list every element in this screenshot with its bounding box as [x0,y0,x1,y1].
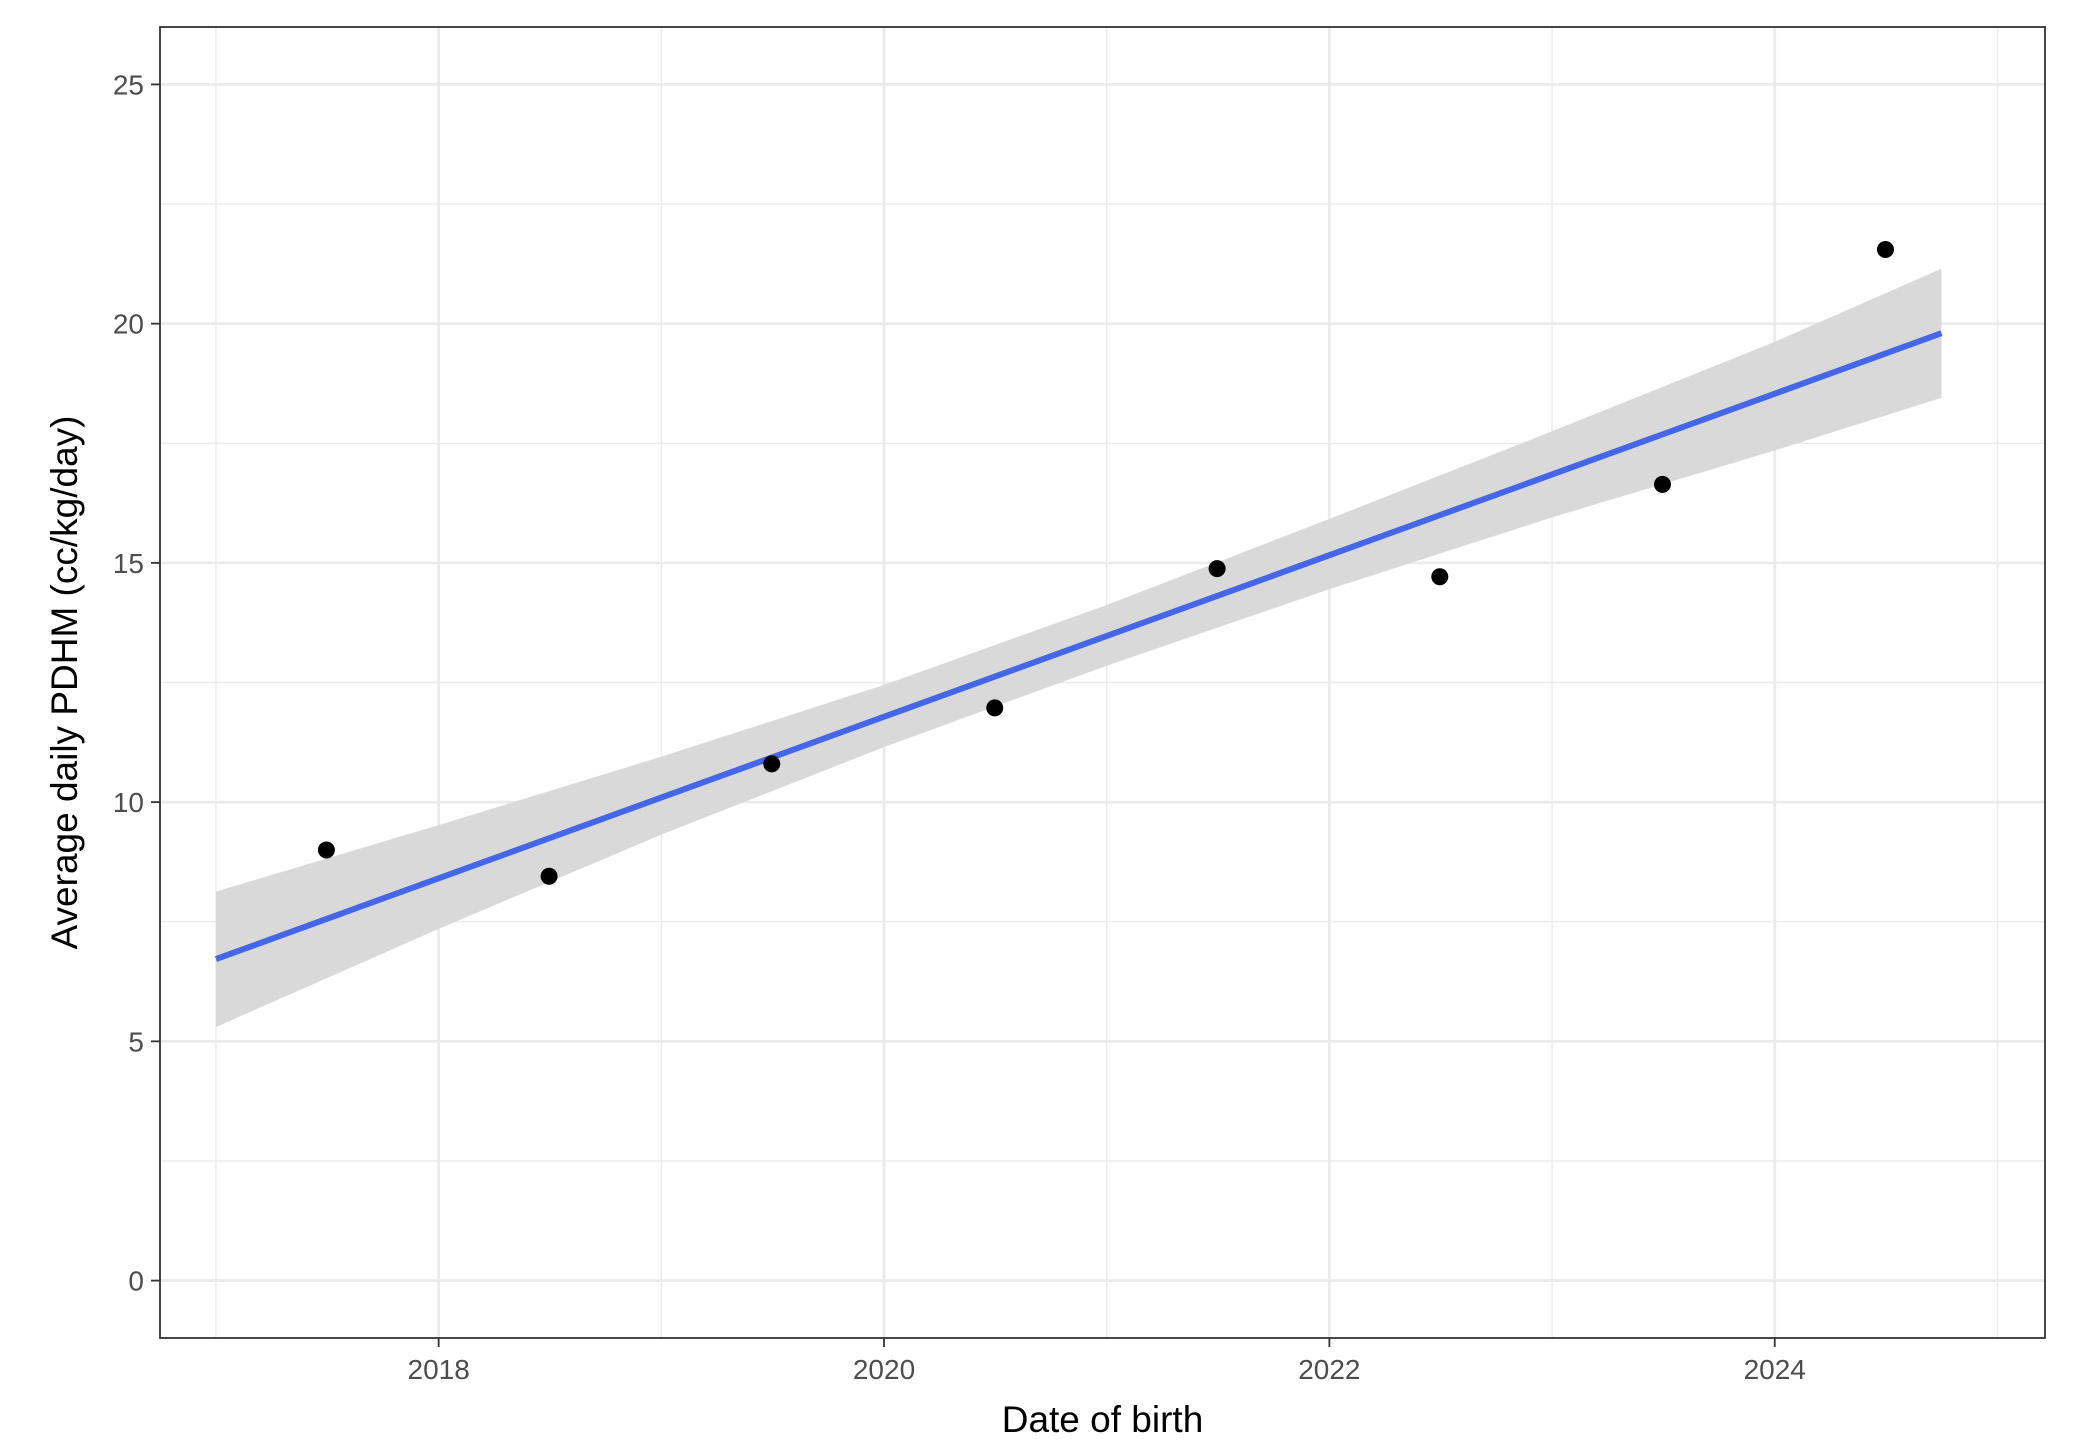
x-tick-label: 2018 [408,1354,470,1385]
data-point [763,755,781,773]
data-point [1653,475,1671,493]
y-axis-title: Average daily PDHM (cc/kg/day) [44,416,85,950]
major-gridlines [160,27,2045,1338]
data-point [1208,560,1226,578]
y-tick-label: 20 [113,309,144,340]
trend-line [214,330,1943,962]
x-tick-label: 2022 [1298,1354,1360,1385]
x-axis-title: Date of birth [1002,1399,1204,1440]
y-tick-label: 5 [128,1026,144,1057]
y-tick-label: 15 [113,548,144,579]
panel-border [159,26,2046,1339]
data-point [986,699,1004,717]
data-point [317,841,335,859]
x-tick-label: 2024 [1744,1354,1806,1385]
y-tick-label: 25 [113,69,144,100]
data-points-layer [317,240,1894,885]
y-tick-label: 10 [113,787,144,818]
x-tick-label: 2020 [853,1354,915,1385]
trend-line-layer [214,330,1943,962]
y-tick-label: 0 [128,1266,144,1297]
x-axis: 2018 2020 2022 2024 [408,1338,1806,1385]
y-axis: 0 5 10 15 20 25 [113,69,160,1297]
data-point [1876,240,1894,258]
data-point [1431,568,1449,586]
minor-gridlines [160,27,2045,1338]
data-point [540,867,558,885]
